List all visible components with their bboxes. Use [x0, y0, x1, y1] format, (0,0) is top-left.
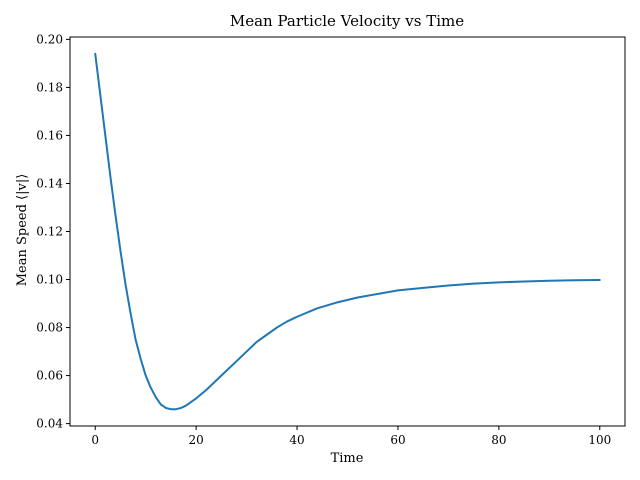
- x-tick-label: 80: [491, 433, 506, 447]
- y-tick-label: 0.16: [36, 128, 63, 142]
- x-tick-label: 100: [588, 433, 611, 447]
- x-tick-label: 20: [188, 433, 203, 447]
- chart-title: Mean Particle Velocity vs Time: [230, 12, 464, 30]
- series-line-0: [94, 52, 601, 411]
- plot-frame: [69, 36, 626, 427]
- y-axis-label: Mean Speed ⟨|v|⟩: [15, 174, 30, 287]
- y-tick-label: 0.20: [36, 32, 63, 46]
- y-tick-label: 0.12: [36, 225, 63, 239]
- x-tick-label: 0: [91, 433, 99, 447]
- x-axis: 0 20 40 60 80 100: [91, 426, 611, 447]
- plot-area: [69, 36, 626, 427]
- x-tick-label: 40: [289, 433, 304, 447]
- y-tick-label: 0.08: [36, 321, 63, 335]
- y-tick-label: 0.14: [36, 176, 63, 190]
- x-axis-label: Time: [331, 451, 364, 466]
- y-tick-label: 0.04: [36, 417, 63, 431]
- y-axis: 0.04 0.06 0.08 0.10 0.12 0.14 0.16 0.18 0.20: [36, 32, 70, 431]
- y-tick-label: 0.06: [36, 369, 63, 383]
- y-tick-label: 0.18: [36, 80, 63, 94]
- x-tick-label: 60: [390, 433, 405, 447]
- y-tick-label: 0.10: [36, 273, 63, 287]
